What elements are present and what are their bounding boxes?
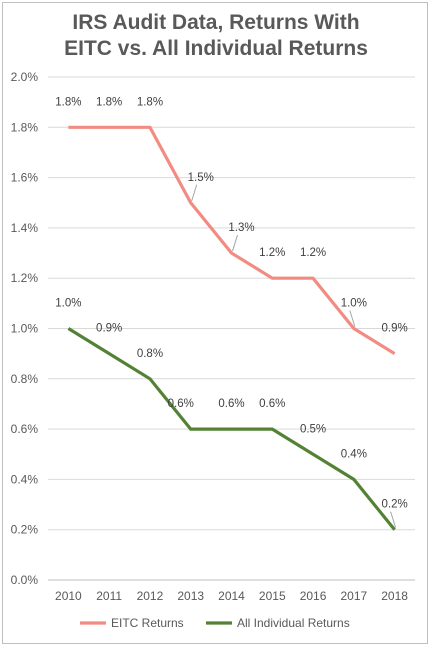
y-tick-label: 2.0% xyxy=(11,70,39,84)
data-label: 1.2% xyxy=(259,247,285,259)
y-tick-label: 1.0% xyxy=(11,322,39,336)
data-label: 1.0% xyxy=(341,298,367,310)
chart-title: IRS Audit Data, Returns With EITC vs. Al… xyxy=(0,10,432,62)
x-tick-label: 2010 xyxy=(55,589,82,603)
data-label: 1.0% xyxy=(55,298,81,310)
data-label: 0.6% xyxy=(168,398,194,410)
data-label: 0.9% xyxy=(96,323,122,335)
x-tick-label: 2014 xyxy=(218,589,245,603)
data-label: 1.2% xyxy=(300,247,326,259)
data-label-leader xyxy=(390,511,397,528)
data-label: 0.2% xyxy=(382,499,408,511)
chart-frame xyxy=(2,2,428,644)
data-label: 1.8% xyxy=(137,96,163,108)
data-label: 0.8% xyxy=(137,348,163,360)
data-label: 1.5% xyxy=(188,172,214,184)
data-label: 0.5% xyxy=(300,423,326,435)
y-tick-label: 0.8% xyxy=(11,372,39,386)
x-tick-label: 2015 xyxy=(259,589,286,603)
data-label: 0.6% xyxy=(259,398,285,410)
series-line-all-individual-returns xyxy=(67,327,396,531)
y-tick-label: 0.4% xyxy=(11,472,39,486)
x-tick-label: 2012 xyxy=(137,589,164,603)
y-tick-label: 0.2% xyxy=(11,523,39,537)
data-label-leader xyxy=(232,234,238,252)
data-label: 1.8% xyxy=(55,96,81,108)
x-tick-label: 2018 xyxy=(381,589,408,603)
data-label-leader xyxy=(191,184,198,201)
data-label-leader xyxy=(349,310,356,327)
data-label: 0.4% xyxy=(341,448,367,460)
legend-label: All Individual Returns xyxy=(237,616,350,630)
data-label: 1.3% xyxy=(228,222,254,234)
y-tick-label: 0.0% xyxy=(11,573,39,587)
y-tick-label: 0.6% xyxy=(11,422,39,436)
series-line-eitc-returns xyxy=(68,125,396,356)
x-tick-label: 2011 xyxy=(96,589,122,603)
x-tick-label: 2013 xyxy=(177,589,204,603)
legend-label: EITC Returns xyxy=(111,616,184,630)
chart-title-line-1: IRS Audit Data, Returns With xyxy=(72,11,360,34)
data-label: 1.8% xyxy=(96,96,122,108)
x-tick-label: 2017 xyxy=(340,589,367,603)
y-tick-label: 1.4% xyxy=(11,221,39,235)
y-tick-label: 1.6% xyxy=(11,171,39,185)
y-tick-label: 1.2% xyxy=(11,271,39,285)
data-label: 0.9% xyxy=(382,323,408,335)
x-tick-label: 2016 xyxy=(300,589,327,603)
y-tick-label: 1.8% xyxy=(11,120,39,134)
chart-title-line-2: EITC vs. All Individual Returns xyxy=(64,37,368,60)
data-label: 0.6% xyxy=(218,398,244,410)
